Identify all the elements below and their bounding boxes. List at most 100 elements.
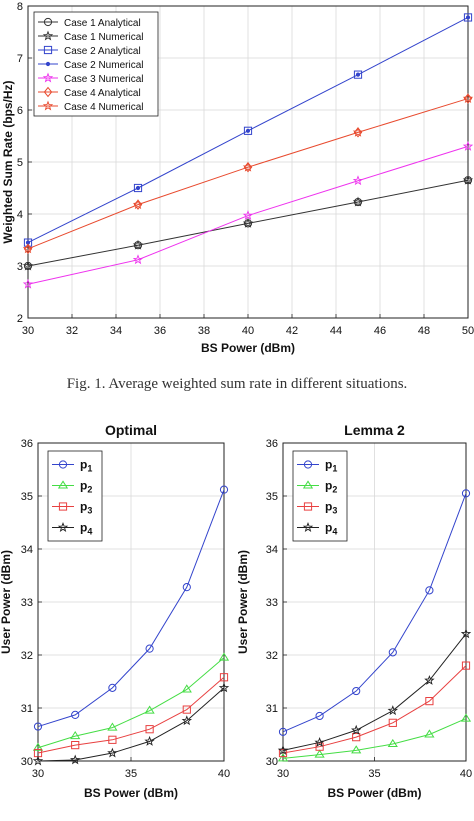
data-point: [242, 210, 254, 221]
x-tick-label: 46: [374, 325, 386, 337]
y-tick-label: 6: [17, 105, 23, 117]
x-tick-label: 30: [22, 325, 34, 337]
data-point: [243, 126, 253, 135]
series-line: [37, 657, 225, 749]
series-line: [37, 687, 225, 762]
y-tick-label: 5: [17, 157, 23, 169]
legend-swatch-marker: [42, 72, 54, 83]
legend-swatch-marker: [42, 100, 54, 111]
legend-entry: Case 4 Numerical: [64, 102, 143, 113]
legend-entry-name: p: [325, 458, 332, 472]
legend-entry-name: p: [325, 500, 332, 514]
x-tick-label: 44: [330, 325, 342, 337]
legend-entry: Case 4 Analytical: [64, 88, 141, 99]
legend-swatch-marker: [43, 17, 53, 27]
data-point: [353, 70, 363, 79]
data-point: [277, 753, 289, 762]
x-axis-label: BS Power (dBm): [327, 786, 421, 800]
data-point: [425, 586, 434, 595]
y-axis-label: Weighted Sum Rate (bps/Hz): [1, 80, 15, 243]
data-point: [352, 175, 364, 186]
legend-entry: p2: [325, 479, 337, 495]
data-point: [144, 705, 155, 714]
data-point: [387, 738, 398, 748]
x-tick-label: 30: [277, 768, 289, 780]
x-tick-label: 50: [462, 325, 474, 337]
legend-entry: p3: [325, 500, 337, 516]
data-point: [218, 682, 230, 693]
data-point: [314, 749, 325, 758]
legend-swatch-marker: [58, 502, 68, 511]
series-line: [27, 145, 469, 285]
data-point: [108, 683, 117, 692]
x-tick-label: 34: [110, 325, 122, 337]
y-tick-label: 31: [266, 703, 278, 715]
data-point: [242, 161, 254, 172]
y-axis-label: User Power (dBm): [237, 550, 250, 654]
data-point: [132, 254, 144, 265]
data-point: [462, 174, 474, 185]
series-2: [277, 713, 472, 762]
data-point: [32, 755, 44, 766]
data-point: [181, 715, 193, 726]
legend-swatch-marker: [57, 522, 69, 532]
data-point: [352, 196, 364, 207]
x-tick-label: 48: [418, 325, 430, 337]
data-point: [315, 742, 324, 751]
legend-swatch-marker: [43, 45, 53, 55]
legend-swatch-marker: [303, 502, 313, 511]
legend-entry: p1: [80, 458, 92, 474]
legend-swatch-marker: [302, 522, 314, 532]
data-point: [219, 673, 229, 682]
series-line: [37, 489, 225, 728]
y-tick-label: 32: [21, 650, 33, 662]
data-point: [278, 727, 288, 736]
legend-entry: Case 1 Analytical: [64, 18, 141, 29]
data-point: [32, 742, 44, 751]
data-point: [132, 239, 144, 250]
legend-box: [292, 450, 348, 542]
data-point: [425, 697, 434, 706]
x-tick-label: 30: [32, 768, 44, 780]
x-tick-label: 36: [154, 325, 166, 337]
series-line: [282, 665, 467, 754]
data-point: [145, 644, 154, 653]
data-point: [69, 754, 81, 765]
data-point: [33, 722, 43, 731]
x-tick-label: 38: [198, 325, 210, 337]
legend-entry: Case 2 Analytical: [64, 46, 141, 57]
data-point: [145, 725, 154, 734]
legend-entry: p4: [80, 521, 92, 537]
x-tick-label: 42: [286, 325, 298, 337]
legend-entry: p1: [325, 458, 337, 474]
legend-entry-name: p: [80, 500, 87, 514]
legend-swatch-marker: [303, 460, 313, 469]
x-tick-label: 40: [460, 768, 472, 780]
legend-entry-subscript: 1: [87, 464, 92, 474]
legend-swatch-marker: [43, 86, 53, 98]
legend-entry: p3: [80, 500, 92, 516]
series-line: [282, 493, 467, 733]
y-tick-label: 4: [17, 209, 23, 221]
figure-caption: Fig. 1. Average weighted sum rate in dif…: [66, 376, 408, 392]
data-point: [245, 128, 251, 133]
data-point: [355, 72, 361, 77]
legend: Case 1 Analytical Case 1 Numerical Case 2 …: [33, 11, 159, 117]
data-point: [387, 705, 399, 716]
data-point: [424, 674, 435, 685]
data-point: [278, 748, 288, 758]
data-point: [144, 735, 155, 746]
y-tick-label: 34: [21, 544, 33, 556]
x-axis-label: BS Power (dBm): [84, 786, 178, 800]
y-tick-label: 30: [266, 756, 278, 768]
legend-entry: Case 2 Numerical: [64, 60, 143, 71]
data-point: [388, 718, 397, 727]
series-line: [27, 98, 469, 250]
data-point: [388, 648, 397, 657]
data-point: [465, 15, 471, 20]
data-point: [71, 741, 80, 750]
data-point: [315, 711, 324, 721]
y-tick-label: 8: [17, 1, 23, 13]
